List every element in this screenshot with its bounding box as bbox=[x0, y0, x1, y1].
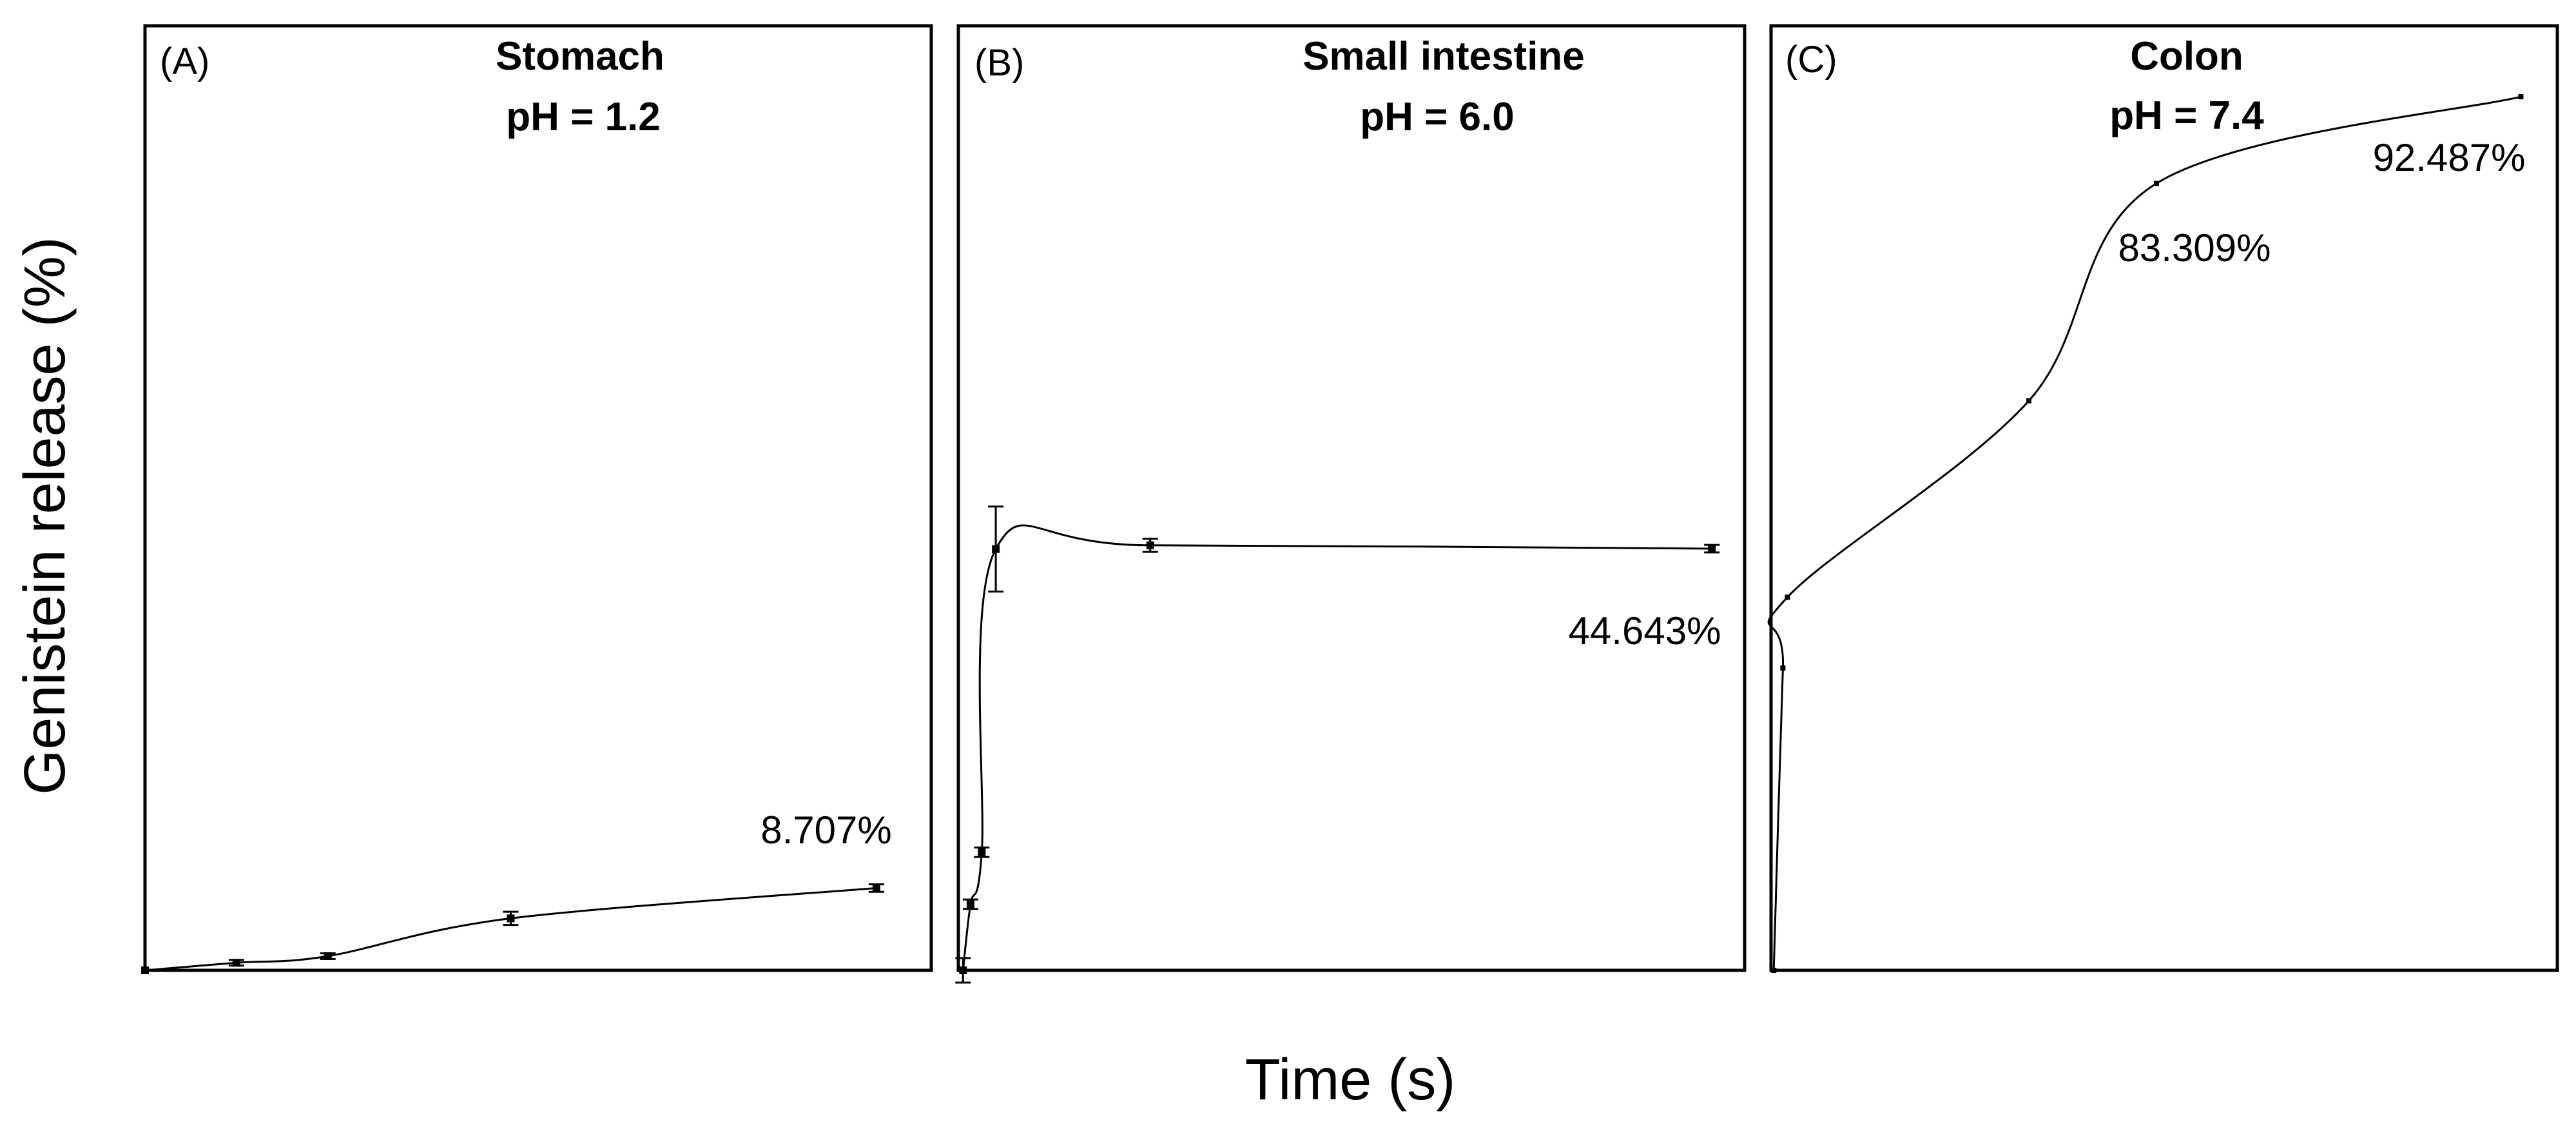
data-point bbox=[507, 914, 515, 923]
panel-subtitle: pH = 6.0 bbox=[1360, 95, 1515, 139]
panel-colon: (C) Colon pH = 7.4 83.309% 92.487% bbox=[1767, 24, 2559, 973]
data-point bbox=[1785, 594, 1790, 600]
panel-letter: (C) bbox=[1785, 39, 1837, 81]
data-point bbox=[2026, 398, 2032, 404]
panel-frame bbox=[956, 24, 1747, 972]
data-point bbox=[2518, 94, 2524, 100]
data-point bbox=[324, 952, 332, 961]
data-annotation: 8.707% bbox=[760, 808, 892, 852]
data-point bbox=[959, 966, 967, 974]
panel-title: Stomach bbox=[496, 34, 664, 79]
series-line bbox=[1767, 95, 2521, 971]
panel-subtitle: pH = 7.4 bbox=[2109, 93, 2264, 138]
data-point bbox=[978, 848, 986, 856]
plot-layer bbox=[955, 505, 1720, 984]
x-axis-title: Time (s) bbox=[1245, 1048, 1456, 1112]
panel-letter: (A) bbox=[160, 41, 209, 83]
data-annotation: 83.309% bbox=[2118, 226, 2271, 270]
data-point bbox=[1780, 665, 1786, 671]
panel-subtitle: pH = 1.2 bbox=[506, 95, 661, 139]
panel-frame bbox=[143, 24, 933, 972]
data-point bbox=[232, 959, 240, 967]
panel-letter: (B) bbox=[974, 42, 1024, 84]
data-annotation: 44.643% bbox=[1569, 609, 1721, 652]
data-point bbox=[2153, 181, 2159, 186]
panel-title: Small intestine bbox=[1303, 34, 1585, 79]
data-point bbox=[992, 545, 1000, 553]
data-point bbox=[1708, 544, 1716, 553]
data-point bbox=[1146, 541, 1154, 549]
panel-stomach: (A) Stomach pH = 1.2 8.707% bbox=[141, 24, 933, 974]
data-annotation-2: 92.487% bbox=[2373, 136, 2526, 179]
data-point bbox=[872, 884, 880, 892]
data-point bbox=[141, 966, 149, 974]
data-point bbox=[1771, 968, 1777, 973]
series-line bbox=[962, 524, 1712, 971]
panel-title: Colon bbox=[2130, 34, 2243, 79]
series-line bbox=[144, 887, 877, 972]
data-point bbox=[966, 900, 974, 908]
plot-layer bbox=[141, 883, 884, 974]
panel-frame bbox=[1769, 24, 2559, 972]
panel-small-intestine: (B) Small intestine pH = 6.0 44.643% bbox=[955, 24, 1747, 984]
plot-layer bbox=[1767, 94, 2524, 973]
y-axis-title: Genistein release (%) bbox=[13, 237, 77, 794]
